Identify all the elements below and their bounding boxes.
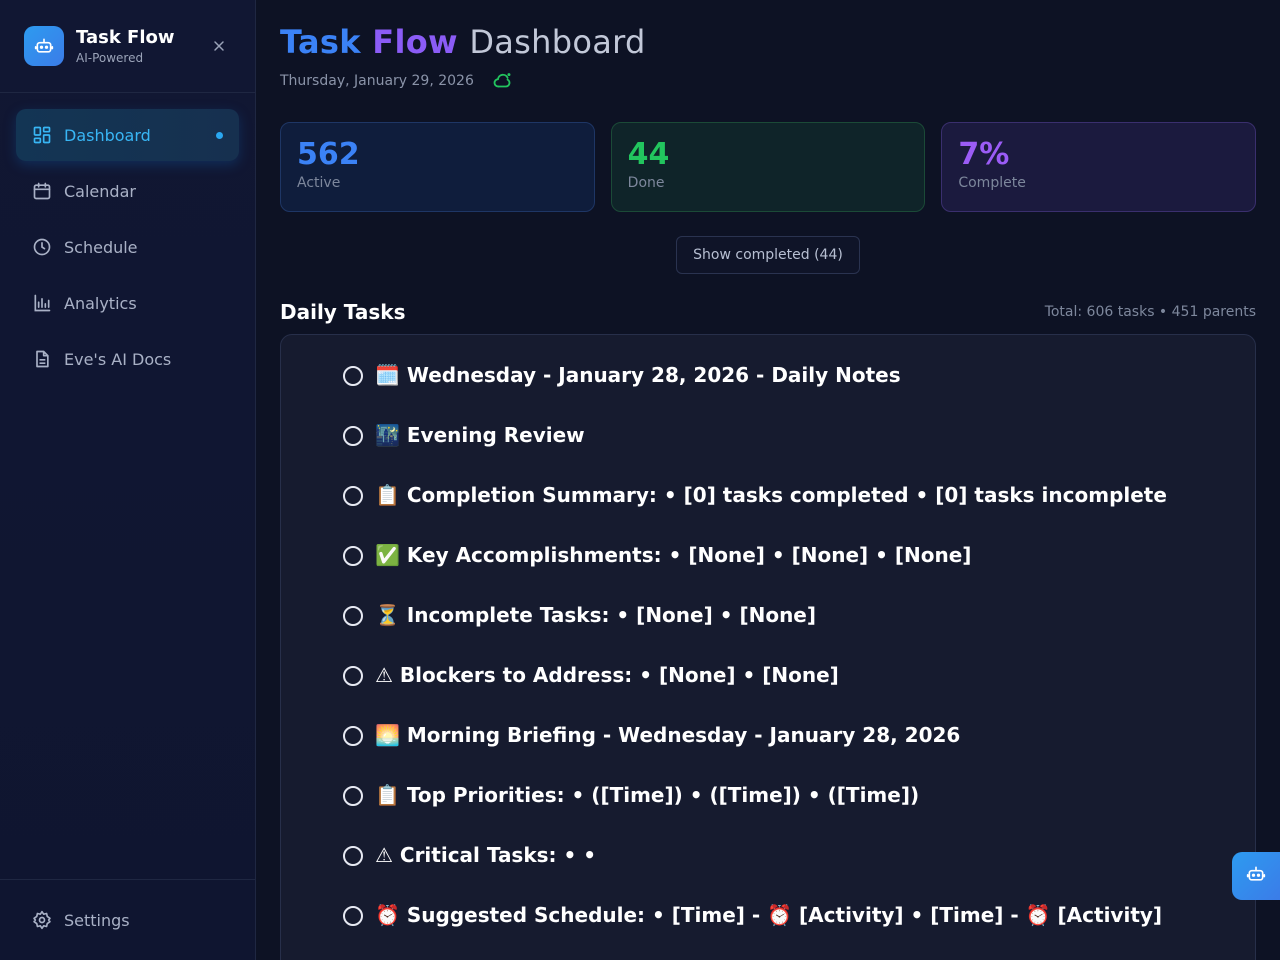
task-item: 🗓️ Wednesday - January 28, 2026 - Daily … xyxy=(343,363,1255,423)
sidebar-item-analytics[interactable]: Analytics xyxy=(16,277,239,329)
task-text[interactable]: 🌃 Evening Review xyxy=(375,423,585,447)
date-row: Thursday, January 29, 2026 xyxy=(280,70,1256,92)
title-dashboard: Dashboard xyxy=(469,23,646,61)
robot-icon xyxy=(24,26,64,66)
section-title: Daily Tasks xyxy=(280,300,406,324)
task-checkbox[interactable] xyxy=(343,786,363,806)
show-completed-button[interactable]: Show completed (44) xyxy=(676,236,860,274)
task-text[interactable]: ⚠ Blockers to Address: • [None] • [None] xyxy=(375,663,839,687)
stat-card-active: 562 Active xyxy=(280,122,595,212)
sidebar-item-dashboard[interactable]: Dashboard xyxy=(16,109,239,161)
task-item: ⚠ Critical Tasks: • • xyxy=(343,843,1255,903)
document-icon xyxy=(32,349,52,369)
show-completed-wrap: Show completed (44) xyxy=(280,236,1256,274)
task-checkbox[interactable] xyxy=(343,906,363,926)
task-checkbox[interactable] xyxy=(343,546,363,566)
active-indicator-dot xyxy=(216,131,223,139)
brand-text: Task Flow AI-Powered xyxy=(76,27,175,65)
sidebar-item-label: Schedule xyxy=(64,237,138,257)
task-checkbox[interactable] xyxy=(343,606,363,626)
sidebar-footer: Settings xyxy=(0,879,255,960)
task-text[interactable]: ⚠ Critical Tasks: • • xyxy=(375,843,597,867)
sidebar-item-ai-docs[interactable]: Eve's AI Docs xyxy=(16,333,239,385)
task-checkbox[interactable] xyxy=(343,846,363,866)
title-task: Task xyxy=(280,23,361,61)
sidebar-item-settings[interactable]: Settings xyxy=(16,894,239,946)
current-date: Thursday, January 29, 2026 xyxy=(280,73,474,89)
sidebar-item-label: Dashboard xyxy=(64,125,151,145)
task-list: 🗓️ Wednesday - January 28, 2026 - Daily … xyxy=(280,334,1256,960)
brand-title: Task Flow xyxy=(76,27,175,48)
stat-value: 562 xyxy=(297,137,360,172)
stat-card-done: 44 Done xyxy=(610,122,926,212)
dashboard-icon xyxy=(32,125,52,145)
task-item: ✅ Key Accomplishments: • [None] • [None]… xyxy=(343,543,1255,603)
task-totals: Total: 606 tasks • 451 parents xyxy=(1044,304,1256,320)
sidebar-item-calendar[interactable]: Calendar xyxy=(16,165,239,217)
task-checkbox[interactable] xyxy=(343,426,363,446)
task-text[interactable]: ⏰ Suggested Schedule: • [Time] - ⏰ [Acti… xyxy=(375,903,1163,927)
task-checkbox[interactable] xyxy=(343,666,363,686)
stat-card-complete: 7% Complete xyxy=(941,122,1257,212)
task-item: 📋 Top Priorities: • ([Time]) • ([Time]) … xyxy=(343,783,1255,843)
stat-label: Done xyxy=(627,175,665,191)
sidebar-item-schedule[interactable]: Schedule xyxy=(16,221,239,273)
page-title: Task Flow Dashboard xyxy=(280,22,1256,62)
ai-assistant-button[interactable] xyxy=(1232,852,1280,900)
robot-icon xyxy=(1246,864,1266,888)
task-text[interactable]: 📋 Completion Summary: • [0] tasks comple… xyxy=(375,483,1167,507)
task-text[interactable]: 🗓️ Wednesday - January 28, 2026 - Daily … xyxy=(375,363,901,387)
calendar-icon xyxy=(32,181,52,201)
sidebar-nav: Dashboard Calendar Schedule Analytics xyxy=(0,93,255,385)
sidebar-item-label: Calendar xyxy=(64,181,136,201)
tasks-section-header: Daily Tasks Total: 606 tasks • 451 paren… xyxy=(280,300,1256,324)
title-flow: Flow xyxy=(372,23,458,61)
task-item: ⏳ Incomplete Tasks: • [None] • [None] xyxy=(343,603,1255,663)
task-item: 🌅 Morning Briefing - Wednesday - January… xyxy=(343,723,1255,783)
task-text[interactable]: ⏳ Incomplete Tasks: • [None] • [None] xyxy=(375,603,817,627)
task-checkbox[interactable] xyxy=(343,486,363,506)
stat-value: 44 xyxy=(627,137,670,172)
task-text[interactable]: 🌅 Morning Briefing - Wednesday - January… xyxy=(375,723,961,747)
sidebar-item-label: Eve's AI Docs xyxy=(64,349,172,369)
task-item: 📋 Completion Summary: • [0] tasks comple… xyxy=(343,483,1255,543)
brand-subtitle: AI-Powered xyxy=(76,51,144,65)
settings-label: Settings xyxy=(64,910,130,930)
stat-label: Active xyxy=(297,175,341,191)
clock-icon xyxy=(32,237,52,257)
task-text[interactable]: 📋 Top Priorities: • ([Time]) • ([Time]) … xyxy=(375,783,920,807)
task-text[interactable]: ✅ Key Accomplishments: • [None] • [None]… xyxy=(375,543,972,567)
stat-value: 7% xyxy=(958,137,1010,172)
sync-status-icon[interactable] xyxy=(492,70,514,92)
bar-chart-icon xyxy=(32,293,52,313)
task-checkbox[interactable] xyxy=(343,366,363,386)
stats-row: 562 Active 44 Done 7% Complete xyxy=(280,122,1257,212)
main-content: Task Flow Dashboard Thursday, January 29… xyxy=(256,0,1280,960)
gear-icon xyxy=(32,910,52,930)
task-item: ⏰ Suggested Schedule: • [Time] - ⏰ [Acti… xyxy=(343,903,1255,960)
task-checkbox[interactable] xyxy=(343,726,363,746)
stat-label: Complete xyxy=(958,175,1026,191)
task-item: 🌃 Evening Review xyxy=(343,423,1255,483)
task-item: ⚠ Blockers to Address: • [None] • [None] xyxy=(343,663,1255,723)
sidebar-item-label: Analytics xyxy=(64,293,137,313)
brand-header: Task Flow AI-Powered xyxy=(0,0,255,93)
close-icon[interactable] xyxy=(207,34,231,58)
sidebar: Task Flow AI-Powered Dashboard Calendar xyxy=(0,0,256,960)
